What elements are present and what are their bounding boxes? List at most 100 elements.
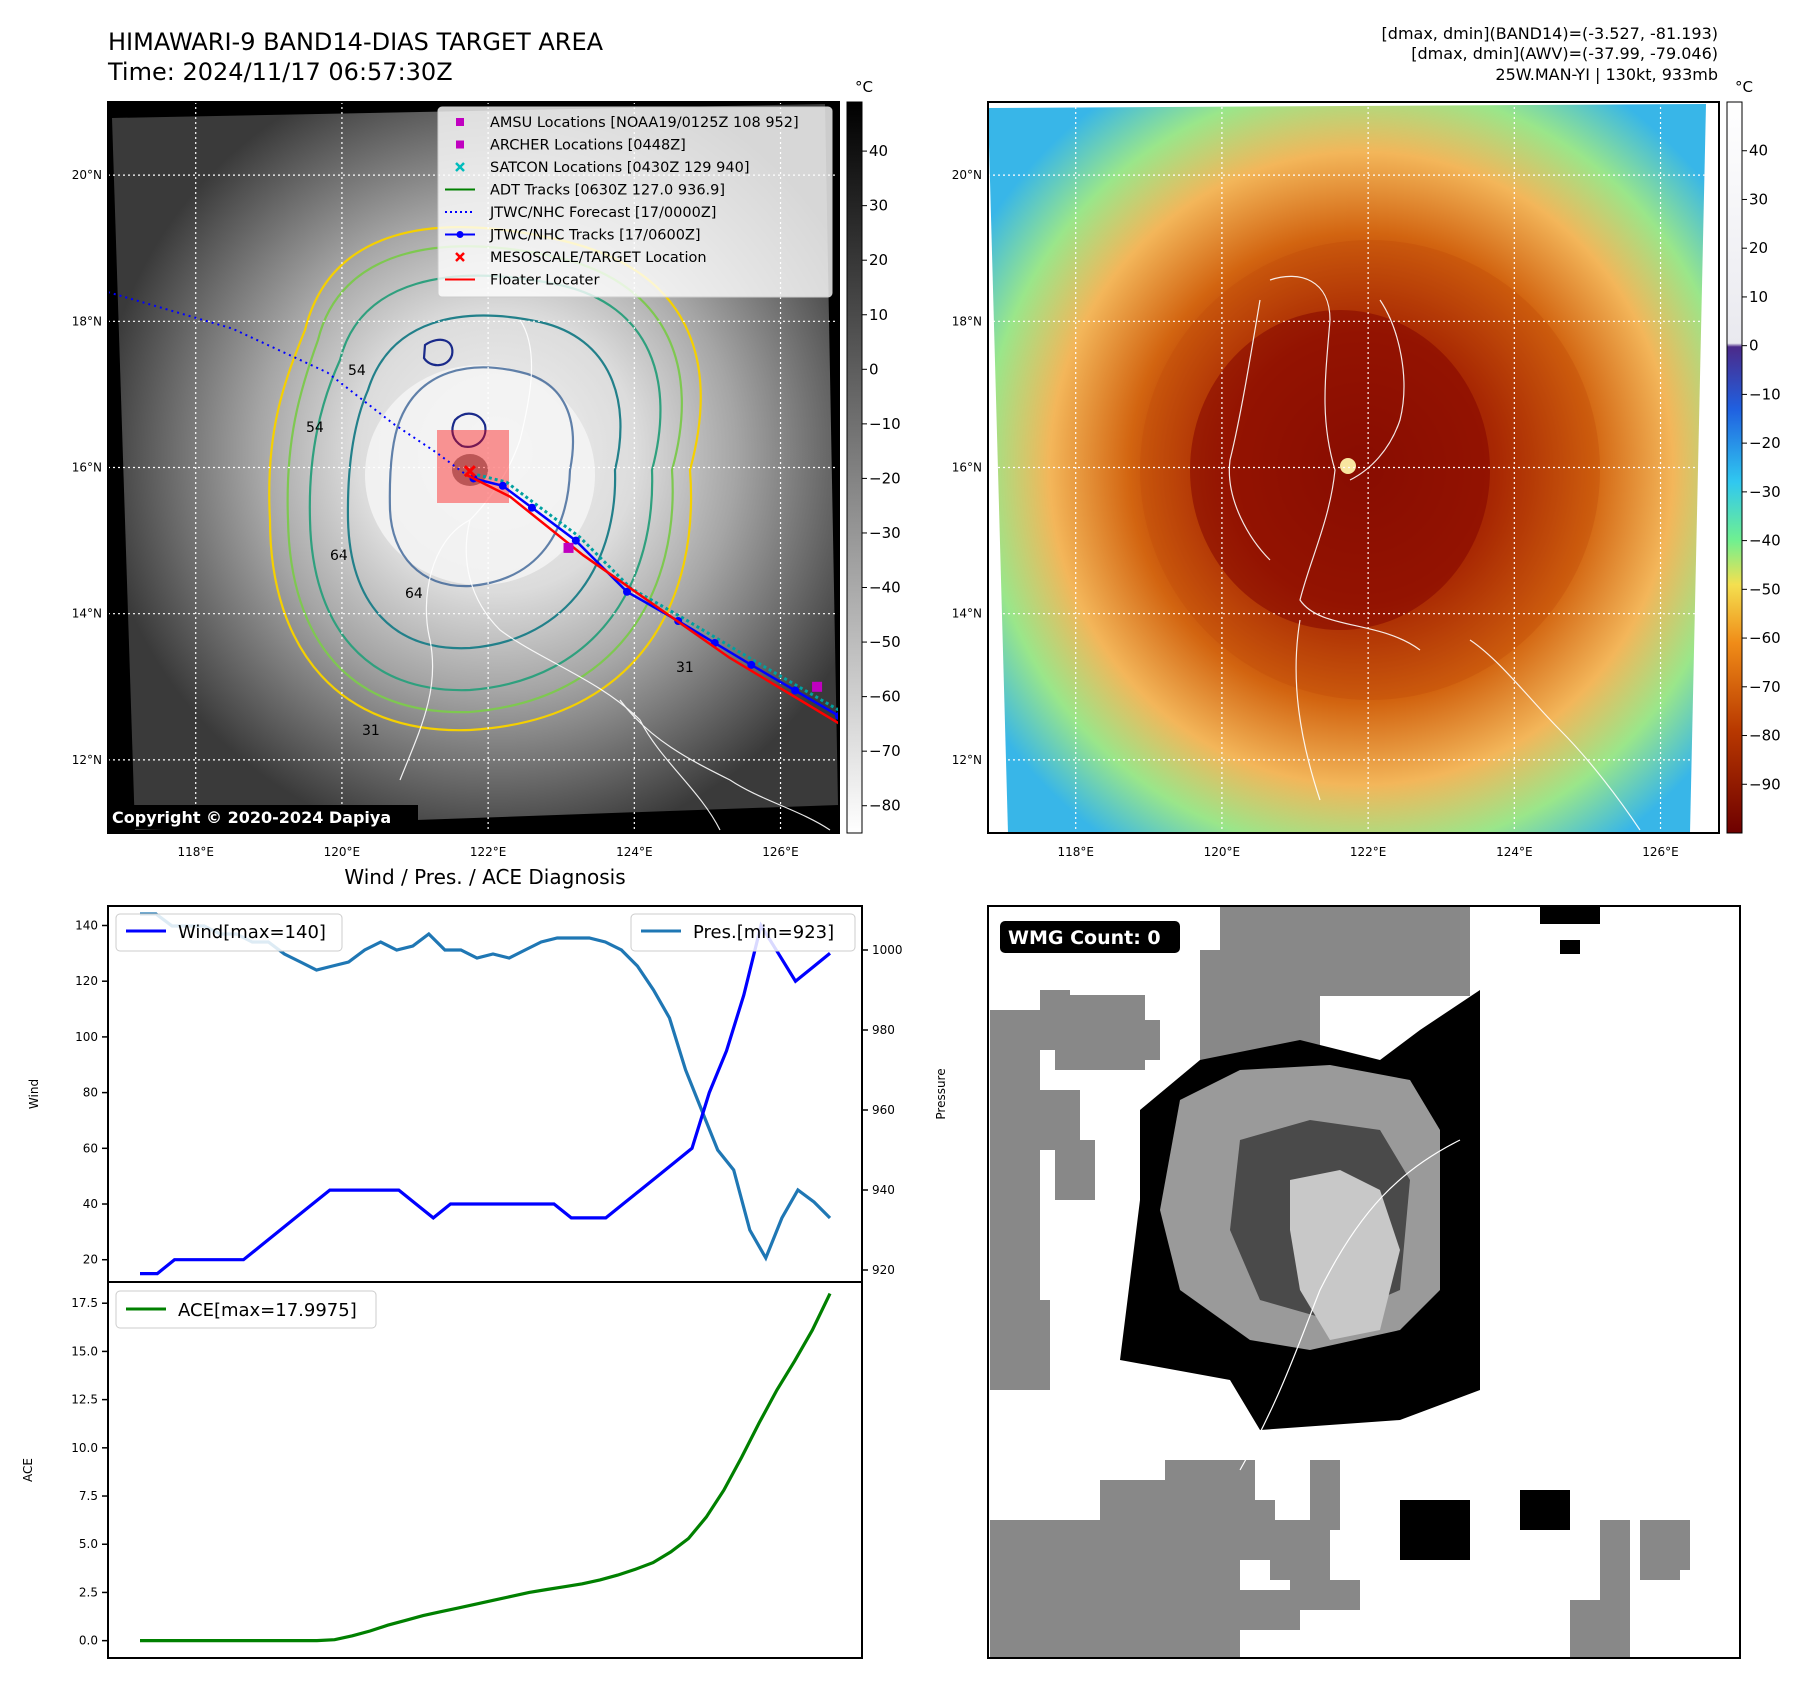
wind-ylabel: Wind [27,1079,41,1109]
lat-tick-label: 12°N [72,753,102,767]
legend-item: ARCHER Locations [0448Z] [456,138,686,154]
legend-label: ADT Tracks [0630Z 127.0 936.9] [490,183,725,199]
colorbar-tick-label: −40 [869,579,901,597]
info-storm: 25W.MAN-YI | 130kt, 933mb [1495,65,1718,84]
colorbar-tick-label: −80 [1749,727,1781,745]
time-label: Time: 2024/11/17 06:57:30Z [107,58,453,86]
wmg-panel: WMG Count: 0 [987,905,1741,1659]
legend-label: AMSU Locations [NOAA19/0125Z 108 952] [490,115,799,131]
ace-ytick-label: 10.0 [71,1441,98,1455]
contour-label-54b: 54 [306,420,324,436]
lat-tick-label: 16°N [72,461,102,475]
colorbar-tick-label: −70 [869,742,901,760]
lon-tick-label: 124°E [616,845,653,859]
colorbar-tick-label: 10 [869,306,888,324]
colorbar-tick-label: 30 [1749,190,1768,208]
legend-label: MESOSCALE/TARGET Location [490,250,707,266]
ir-map-panel: 54 64 54 64 31 31 Copyright © 2020-2024 … [72,101,840,859]
map2-lon-labels: 118°E 120°E 122°E 124°E 126°E [1057,845,1678,859]
map1-lat-labels: 20°N 18°N 16°N 14°N 12°N [72,168,102,767]
wmg-coastline [1239,1139,1461,1471]
wmg-gray-blocks [990,906,1690,1658]
archer-marker [812,681,823,692]
colorbar-tick-label: −60 [869,688,901,706]
ace-series-line [140,1292,832,1643]
ace-ytick-label: 15.0 [71,1344,98,1358]
colorbar-tick-label: −70 [1749,678,1781,696]
colorbar-tick-label: −50 [1749,580,1781,598]
legend-marker [455,252,465,262]
ace-ytick-label: 2.5 [79,1585,98,1599]
ace-ytick-label: 12.5 [71,1393,98,1407]
pressure-ytick-label: 980 [872,1023,895,1037]
lat-tick-label: 14°N [72,607,102,621]
floater-track [465,473,839,725]
storm-eye-warm [1340,458,1356,474]
legend-label: JTWC/NHC Tracks [17/0600Z] [489,228,701,244]
legend-item: SATCON Locations [0430Z 129 940] [455,160,749,176]
pressure-series-line [140,912,832,1262]
colorbar-tick-label: 0 [869,360,879,378]
colorbar-tick-label: 10 [1749,288,1768,306]
pressure-legend-box [630,913,856,952]
wmg-count-badge [1000,921,1180,953]
ace-ylabel: ACE [21,1458,35,1482]
ace-chart: 0.0 2.5 5.0 7.5 10.0 12.5 15.0 17.5 ACE ACE[max… [21,1281,863,1659]
colorbar-tick-label: 40 [1749,142,1768,160]
wind-legend-label: Wind[max=140] [178,922,326,943]
contour-label-64a: 64 [405,586,423,602]
colorbar-tick-label: −30 [1749,483,1781,501]
jtwc-track-point [747,660,756,669]
lon-tick-label: 120°E [1204,845,1241,859]
map2-gridlines [988,102,1719,833]
main-title: HIMAWARI-9 BAND14-DIAS TARGET AREA [108,28,604,56]
jtwc-track-point [498,481,507,490]
lat-tick-label: 16°N [952,461,982,475]
contour-label-31b: 31 [676,660,694,676]
colorbar-tick-label: −50 [869,633,901,651]
lat-tick-label: 18°N [952,314,982,328]
copyright-bg [108,805,418,829]
colorbar-tick-label: −40 [1749,532,1781,550]
awv-map-panel: 118°E 120°E 122°E 124°E 126°E 20°N 18°N 16°N 14… [952,101,1720,859]
amsu-marker [563,542,574,553]
legend-box [437,106,833,298]
wind-ytick-label: 80 [83,1086,98,1100]
ace-axes-frame [107,1281,863,1659]
copyright-text: Copyright © 2020-2024 Dapiya [112,808,391,827]
contour-label-54a: 54 [348,363,366,379]
map1-lon-labels: 118°E 120°E 122°E 124°E 126°E [177,845,798,859]
colorbar-gray-bar [846,101,863,834]
wind-ytick-label: 40 [83,1197,98,1211]
wind-ytick-label: 20 [83,1253,98,1267]
lon-tick-label: 118°E [177,845,214,859]
ace-legend-box [115,1290,377,1329]
colorbar-tick-label: −30 [869,524,901,542]
lon-tick-label: 124°E [1496,845,1533,859]
legend-item: ADT Tracks [0630Z 127.0 936.9] [445,183,725,199]
ace-ytick-label: 7.5 [79,1489,98,1503]
map2-lat-labels: 20°N 18°N 16°N 14°N 12°N [952,168,982,767]
lat-tick-label: 20°N [72,168,102,182]
diagnosis-title: Wind / Pres. / ACE Diagnosis [344,865,625,889]
jtwc-track-point [527,503,536,512]
pressure-ylabel: Pressure [934,1068,948,1119]
target-marker [463,465,476,478]
satcon-track [476,473,839,712]
colorbar-tick-label: 30 [869,197,888,215]
colorbar-tick-label: −10 [869,415,901,433]
lon-tick-label: 118°E [1057,845,1094,859]
legend-item: MESOSCALE/TARGET Location [455,250,707,266]
info-band14: [dmax, dmin](BAND14)=(-3.527, -81.193) [1382,24,1718,43]
legend-item: AMSU Locations [NOAA19/0125Z 108 952] [456,115,799,131]
colorbar-gray: °C 40 30 20 10 0 −10 −20 −30 −40 −50 −60 −70 −80 [846,78,901,834]
lon-tick-label: 126°E [1642,845,1679,859]
colorbar-tick-label: 20 [869,251,888,269]
ace-yticks: 0.0 2.5 5.0 7.5 10.0 12.5 15.0 17.5 [71,1296,108,1648]
lat-tick-label: 18°N [72,314,102,328]
legend-item: JTWC/NHC Forecast [17/0000Z] [445,205,716,221]
pressure-ytick-label: 940 [872,1183,895,1197]
colorbar-tick-label: −20 [869,469,901,487]
